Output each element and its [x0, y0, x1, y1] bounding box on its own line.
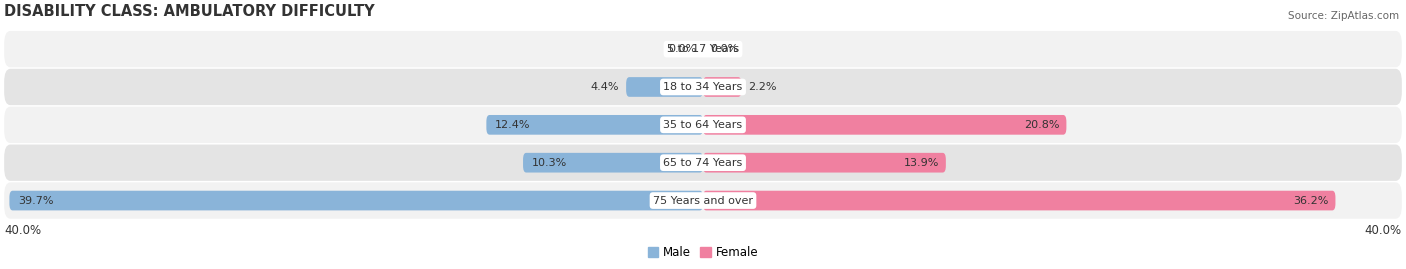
Text: 4.4%: 4.4% [591, 82, 619, 92]
FancyBboxPatch shape [10, 191, 703, 210]
Text: 35 to 64 Years: 35 to 64 Years [664, 120, 742, 130]
Text: 0.0%: 0.0% [668, 44, 696, 54]
Text: 13.9%: 13.9% [904, 158, 939, 168]
Text: 0.0%: 0.0% [710, 44, 738, 54]
Text: 18 to 34 Years: 18 to 34 Years [664, 82, 742, 92]
Text: 2.2%: 2.2% [748, 82, 778, 92]
Text: Source: ZipAtlas.com: Source: ZipAtlas.com [1288, 11, 1399, 21]
FancyBboxPatch shape [703, 77, 741, 97]
FancyBboxPatch shape [523, 153, 703, 172]
Legend: Male, Female: Male, Female [643, 241, 763, 263]
FancyBboxPatch shape [703, 191, 1336, 210]
FancyBboxPatch shape [4, 182, 1402, 219]
FancyBboxPatch shape [626, 77, 703, 97]
Text: 65 to 74 Years: 65 to 74 Years [664, 158, 742, 168]
FancyBboxPatch shape [4, 144, 1402, 181]
Text: 40.0%: 40.0% [4, 224, 41, 237]
FancyBboxPatch shape [703, 115, 1066, 135]
Text: 12.4%: 12.4% [495, 120, 530, 130]
Text: 36.2%: 36.2% [1294, 196, 1329, 206]
Text: 10.3%: 10.3% [531, 158, 567, 168]
FancyBboxPatch shape [4, 31, 1402, 67]
Text: 39.7%: 39.7% [18, 196, 53, 206]
Text: 75 Years and over: 75 Years and over [652, 196, 754, 206]
FancyBboxPatch shape [4, 107, 1402, 143]
FancyBboxPatch shape [486, 115, 703, 135]
FancyBboxPatch shape [4, 69, 1402, 105]
Text: 5 to 17 Years: 5 to 17 Years [666, 44, 740, 54]
Text: DISABILITY CLASS: AMBULATORY DIFFICULTY: DISABILITY CLASS: AMBULATORY DIFFICULTY [4, 4, 375, 19]
Text: 40.0%: 40.0% [1365, 224, 1402, 237]
FancyBboxPatch shape [703, 153, 946, 172]
Text: 20.8%: 20.8% [1024, 120, 1059, 130]
